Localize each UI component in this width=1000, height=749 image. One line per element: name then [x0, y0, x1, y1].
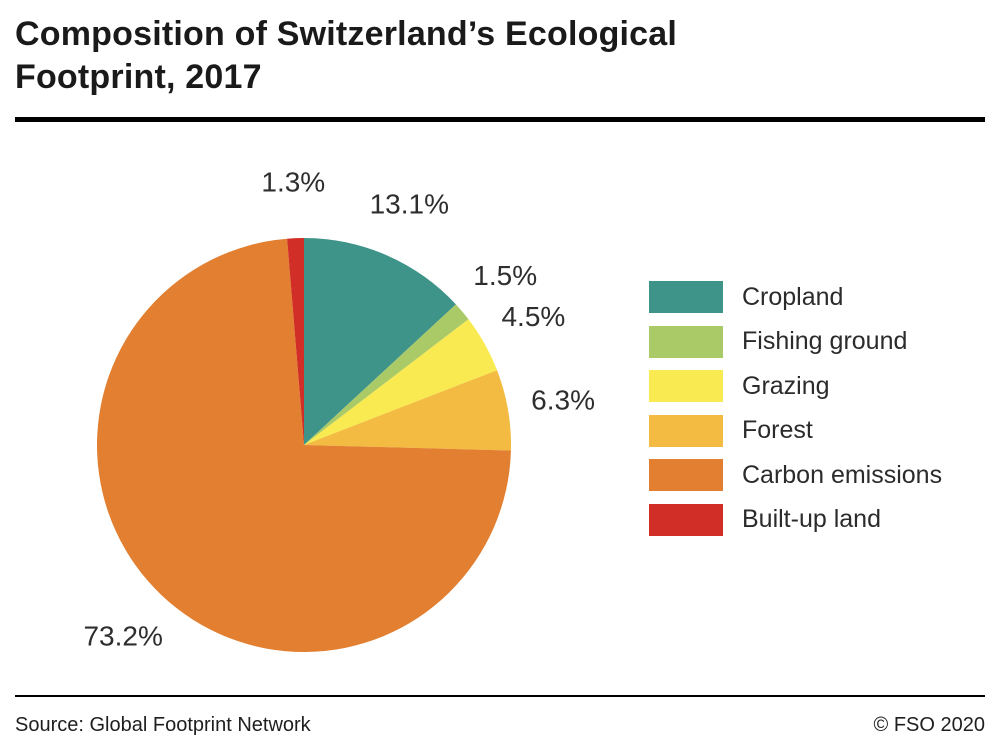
- legend-item-carbon-emissions: Carbon emissions: [649, 459, 942, 491]
- pie-slice-fishing-ground: [304, 304, 469, 445]
- legend-item-fishing-ground: Fishing ground: [649, 325, 942, 358]
- chart-title: Composition of Switzerland’s Ecological F…: [15, 13, 677, 99]
- legend-swatch: [649, 325, 723, 358]
- legend-swatch: [649, 281, 723, 313]
- slice-label-grazing: 4.5%: [501, 301, 565, 332]
- slice-label-carbon-emissions: 73.2%: [83, 621, 162, 652]
- chart-title-line1: Composition of Switzerland’s Ecological: [15, 15, 678, 53]
- pie-slice-cropland: [304, 237, 456, 445]
- chart-title-line2: Footprint, 2017: [15, 58, 262, 96]
- slice-label-cropland: 13.1%: [370, 189, 449, 220]
- legend-item-cropland: Cropland: [649, 281, 942, 313]
- slice-label-fishing-ground: 1.5%: [473, 260, 537, 291]
- legend-swatch: [649, 414, 723, 447]
- legend-label: Carbon emissions: [742, 460, 943, 489]
- legend-label: Grazing: [742, 371, 830, 400]
- source-note: Source: Global Footprint Network: [15, 714, 311, 736]
- legend-item-built-up-land: Built-up land: [649, 503, 942, 536]
- title-rule: [15, 117, 985, 122]
- legend-label: Built-up land: [742, 505, 881, 533]
- slice-label-built-up-land: 1.3%: [261, 167, 325, 198]
- legend: Cropland Fishing ground Grazing Forest Carbo…: [649, 281, 942, 536]
- legend-item-grazing: Grazing: [649, 370, 942, 402]
- footer-rule: [15, 695, 985, 697]
- pie-slice-forest: [304, 370, 512, 451]
- copyright-note: © FSO 2020: [873, 714, 985, 736]
- legend-swatch: [649, 503, 723, 536]
- legend-label: Forest: [742, 416, 813, 444]
- pie-slice-built-up-land: [287, 238, 304, 445]
- slice-label-forest: 6.3%: [531, 385, 595, 416]
- legend-swatch: [649, 370, 723, 402]
- legend-label: Cropland: [742, 282, 844, 311]
- legend-swatch: [649, 459, 723, 491]
- pie-slice-grazing: [304, 319, 498, 445]
- footer: Source: Global Footprint Network © FSO 2…: [15, 714, 985, 737]
- legend-item-forest: Forest: [649, 414, 942, 447]
- pie-slice-carbon-emissions: [97, 238, 511, 652]
- legend-label: Fishing ground: [742, 327, 908, 355]
